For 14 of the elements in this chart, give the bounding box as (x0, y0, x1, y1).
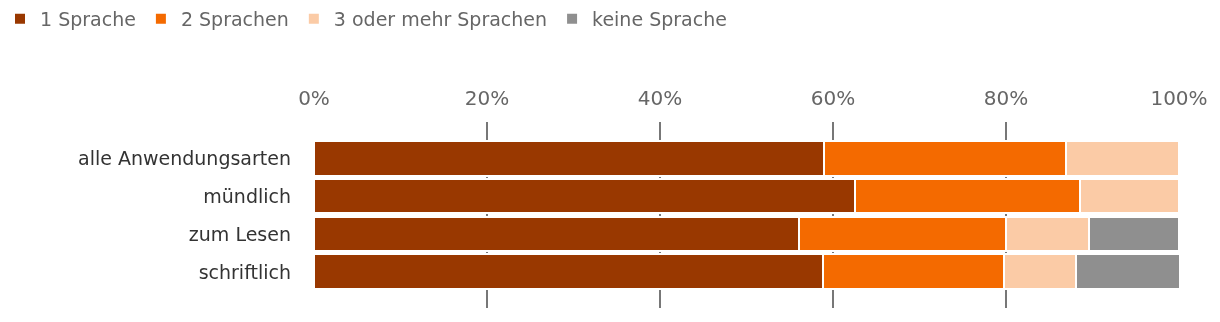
x-tick-label: 0% (298, 86, 330, 110)
y-tick-label: zum Lesen (188, 222, 291, 245)
legend-label: 3 oder mehr Sprachen (333, 8, 548, 31)
y-tick-label: alle Anwendungsarten (78, 146, 291, 169)
y-tick-label: mündlich (203, 184, 291, 207)
x-tick-label: 80% (983, 86, 1029, 110)
legend-label: 2 Sprachen (180, 8, 289, 31)
x-tick-label: 20% (464, 86, 510, 110)
x-tick-label: 40% (637, 86, 683, 110)
legend-label: keine Sprache (592, 8, 727, 31)
legend-label: 1 Sprache (40, 8, 136, 31)
y-tick-label: schriftlich (198, 260, 291, 283)
x-tick-label: 100% (1150, 86, 1208, 110)
x-tick-label: 60% (810, 86, 856, 110)
